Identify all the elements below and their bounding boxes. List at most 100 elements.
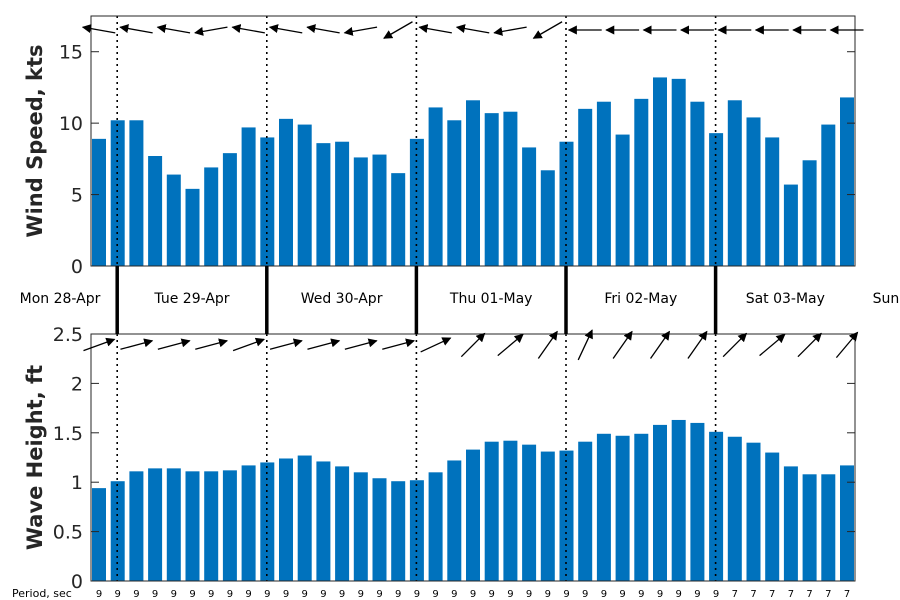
wind-bar <box>335 141 350 266</box>
day-label: Fri 02-May <box>604 291 677 307</box>
wind-bar <box>634 98 649 266</box>
wind-direction-arrow <box>268 24 303 34</box>
period-value: 9 <box>451 589 457 600</box>
wave-bar <box>466 449 480 581</box>
period-value: 9 <box>115 589 121 600</box>
wind-ytick-label: 5 <box>71 185 83 207</box>
wind-bar <box>166 174 181 266</box>
wave-bar <box>409 480 424 581</box>
wind-ytick-label: 15 <box>59 42 83 64</box>
wave-bar <box>765 452 780 581</box>
wave-bar <box>428 472 443 581</box>
period-value: 9 <box>208 589 214 600</box>
period-value: 9 <box>489 589 495 600</box>
period-value: 9 <box>189 589 195 600</box>
period-value: 7 <box>769 589 775 600</box>
period-value: 9 <box>676 589 682 600</box>
period-value: 9 <box>302 589 308 600</box>
wind-bar <box>316 143 331 266</box>
period-value: 9 <box>227 589 233 600</box>
period-value: 9 <box>376 589 382 600</box>
wave-direction-arrow <box>420 337 452 353</box>
wind-bar <box>503 111 518 266</box>
wave-height-panel: 0 0.5 1 1.5 2 2.5 Wave Height, ft <box>23 324 859 593</box>
period-value: 9 <box>601 589 607 600</box>
wave-bar <box>353 472 368 581</box>
period-value: 9 <box>582 589 588 600</box>
day-label: Mon 28-Apr <box>20 291 101 307</box>
wind-direction-arrow <box>383 21 413 39</box>
wave-bar <box>372 478 387 581</box>
period-row: Period, sec 9 9 9 9 9 9 9 9 9 9 9 9 9 9 9 9 9 9 9 9 9 9 9 9 9 9 9 9 9… <box>12 587 850 600</box>
period-value: 9 <box>432 589 438 600</box>
period-value: 9 <box>395 589 401 600</box>
wave-direction-arrow <box>759 333 786 357</box>
period-value: 9 <box>545 589 551 600</box>
period-label: Period, sec <box>12 587 72 600</box>
wave-bar <box>840 465 854 581</box>
day-label-strip: Mon 28-Apr Tue 29-Apr Wed 30-Apr Thu 01-May… <box>20 266 899 334</box>
wind-bar <box>765 137 780 266</box>
wave-bar <box>653 424 667 581</box>
wave-ytick-label: 0 <box>71 571 83 593</box>
wave-bar <box>484 441 499 581</box>
wind-bar <box>615 134 630 266</box>
wave-direction-arrow <box>157 338 191 350</box>
wind-bar <box>110 120 125 267</box>
wind-direction-arrow <box>231 24 265 34</box>
wave-bar <box>148 468 163 581</box>
wave-bar <box>671 419 686 581</box>
period-value: 7 <box>844 589 850 600</box>
wind-ylabel: Wind Speed, kts <box>23 44 47 237</box>
wave-bar <box>279 458 293 581</box>
wind-bar <box>372 154 387 266</box>
wave-bar <box>110 481 125 581</box>
wind-bar <box>653 77 667 266</box>
wave-bar <box>241 465 256 581</box>
wind-bar <box>279 118 293 266</box>
period-value: 9 <box>563 589 569 600</box>
wave-axes-box <box>90 333 856 582</box>
wind-bar <box>92 138 106 266</box>
wave-direction-arrow <box>612 330 633 359</box>
wave-ytick-label: 1 <box>71 472 83 494</box>
wave-direction-arrow <box>577 329 593 361</box>
wave-bar <box>166 468 181 581</box>
wind-bar <box>204 167 219 266</box>
period-value: 7 <box>806 589 812 600</box>
wave-bar <box>709 431 724 581</box>
wind-direction-arrow <box>306 24 340 34</box>
day-label: Wed 30-Apr <box>301 291 383 307</box>
wave-bar <box>522 444 537 581</box>
wind-bar <box>447 120 462 267</box>
period-value: 9 <box>713 589 719 600</box>
period-value: 9 <box>320 589 326 600</box>
wave-bar <box>204 471 219 581</box>
wave-ylabel: Wave Height, ft <box>23 365 47 550</box>
wave-bar <box>222 470 237 581</box>
wind-direction-arrow <box>532 21 563 39</box>
wind-direction-arrow <box>343 26 378 36</box>
wave-direction-arrow <box>382 338 416 350</box>
wind-bar <box>821 124 836 266</box>
period-value: 9 <box>133 589 139 600</box>
period-value: 9 <box>245 589 251 600</box>
period-value: 9 <box>638 589 644 600</box>
wind-speed-panel: 0 5 10 15 Wind Speed, kts <box>23 15 864 278</box>
wind-bar <box>222 153 237 266</box>
wind-direction-arrow <box>493 26 527 36</box>
period-value: 9 <box>264 589 270 600</box>
wind-bar <box>840 97 854 266</box>
wave-ytick-label: 2 <box>71 373 83 395</box>
wave-direction-arrow <box>687 330 708 359</box>
wind-direction-arrow <box>194 26 228 36</box>
wind-bar <box>746 117 761 266</box>
wave-bar <box>596 433 611 581</box>
wind-bar <box>148 156 163 266</box>
wind-bar <box>802 160 817 266</box>
wind-ytick-label: 10 <box>59 113 83 135</box>
wave-bar <box>335 466 350 581</box>
wave-bar <box>92 488 106 581</box>
period-value: 9 <box>657 589 663 600</box>
wind-bar <box>671 78 686 266</box>
